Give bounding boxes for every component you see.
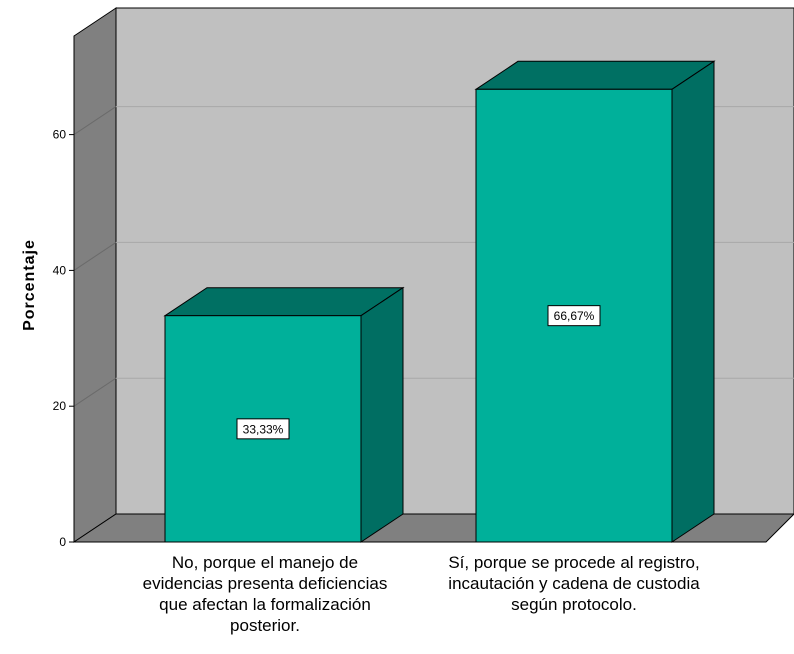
y-tick-label: 40 — [53, 263, 67, 277]
bar-group: 33,33% — [163, 286, 405, 543]
x-axis: No, porque el manejo de evidencias presen… — [74, 541, 766, 635]
x-tick-label-line: No, porque el manejo de — [172, 553, 358, 572]
x-tick-label-line: que afectan la formalización — [159, 595, 371, 614]
data-label-box — [547, 305, 601, 327]
x-tick-label: No, porque el manejo de evidencias presen… — [143, 553, 388, 635]
x-tick-label-line: posterior. — [230, 616, 300, 635]
x-tick-label-line: incautación y cadena de custodia — [448, 574, 700, 593]
x-tick-label-line: según protocolo. — [511, 595, 637, 614]
data-label-box — [236, 418, 290, 440]
data-label: 66,67% — [554, 309, 595, 323]
gridline-left-60 — [73, 106, 117, 136]
gridline-left-40 — [73, 241, 117, 271]
bar-side — [671, 60, 715, 543]
y-tick-label: 20 — [53, 399, 67, 413]
y-tick-label: 0 — [59, 535, 66, 549]
x-tick-label-line: Sí, porque se procede al registro, — [448, 553, 699, 572]
y-tick-label: 60 — [53, 128, 67, 142]
x-tick-label-line: evidencias presenta deficiencias — [143, 574, 388, 593]
y-axis-label: Porcentaje — [21, 239, 38, 331]
left-wall — [73, 7, 117, 543]
bar-side — [360, 286, 404, 543]
y-axis: 0 20 40 60 — [53, 36, 75, 549]
bar-group: 66,67% — [474, 60, 716, 543]
gridline-left-20 — [73, 377, 117, 407]
x-tick-label: Sí, porque se procede al registro, incaut… — [448, 553, 700, 614]
data-label: 33,33% — [243, 422, 284, 436]
